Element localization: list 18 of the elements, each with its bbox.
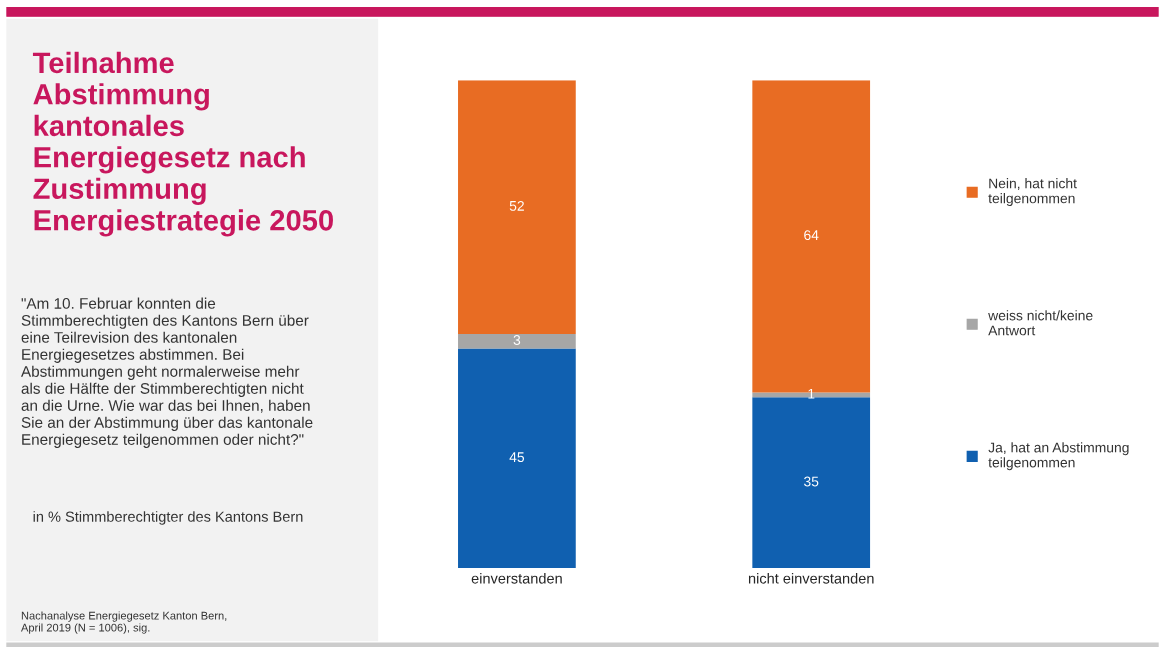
data-label: 64 — [804, 230, 819, 241]
x-tick-label: einverstanden — [471, 572, 562, 584]
data-label: 52 — [509, 200, 524, 211]
x-tick-label: nicht einverstanden — [748, 572, 874, 584]
bar — [458, 348, 576, 569]
legend-label: weiss nicht/keine Antwort — [988, 310, 1093, 336]
bar — [752, 397, 871, 569]
text: in % Stimmberechtigter des Kantons Bern — [33, 511, 303, 525]
legend-label: Ja, hat an Abstimmung teilgenommen — [988, 442, 1129, 471]
text: Nachanalyse Energiegesetz Kanton Bern, April 2019 (N = 1006), sig. — [20, 611, 227, 634]
text: "Am 10. Februar konnten die Stimmberechtigten des Kantons Bern über eine Teilrevision des kantonalen Energiegesetzes abstimmen. Bei Abstimmungen geht normalerweise mehr als die Hälfte der Stimmberechtigten nicht an die Urne. Wie war das bei Ihnen, haben Sie an der Abstimmung über das kantonale Energiegesetz teilgenommen oder nicht?" — [21, 297, 313, 448]
bar — [458, 333, 576, 349]
bar — [458, 80, 576, 334]
data-label: 45 — [509, 452, 525, 463]
data-label: 35 — [804, 476, 819, 487]
legend-label: Nein, hat nicht teilgenommen — [988, 178, 1077, 207]
data-label: 3 — [513, 335, 521, 345]
text: Teilnahme Abstimmung kantonales Energiegesetz nach Zustimmung Energiestrategie 2050 — [32, 51, 333, 237]
